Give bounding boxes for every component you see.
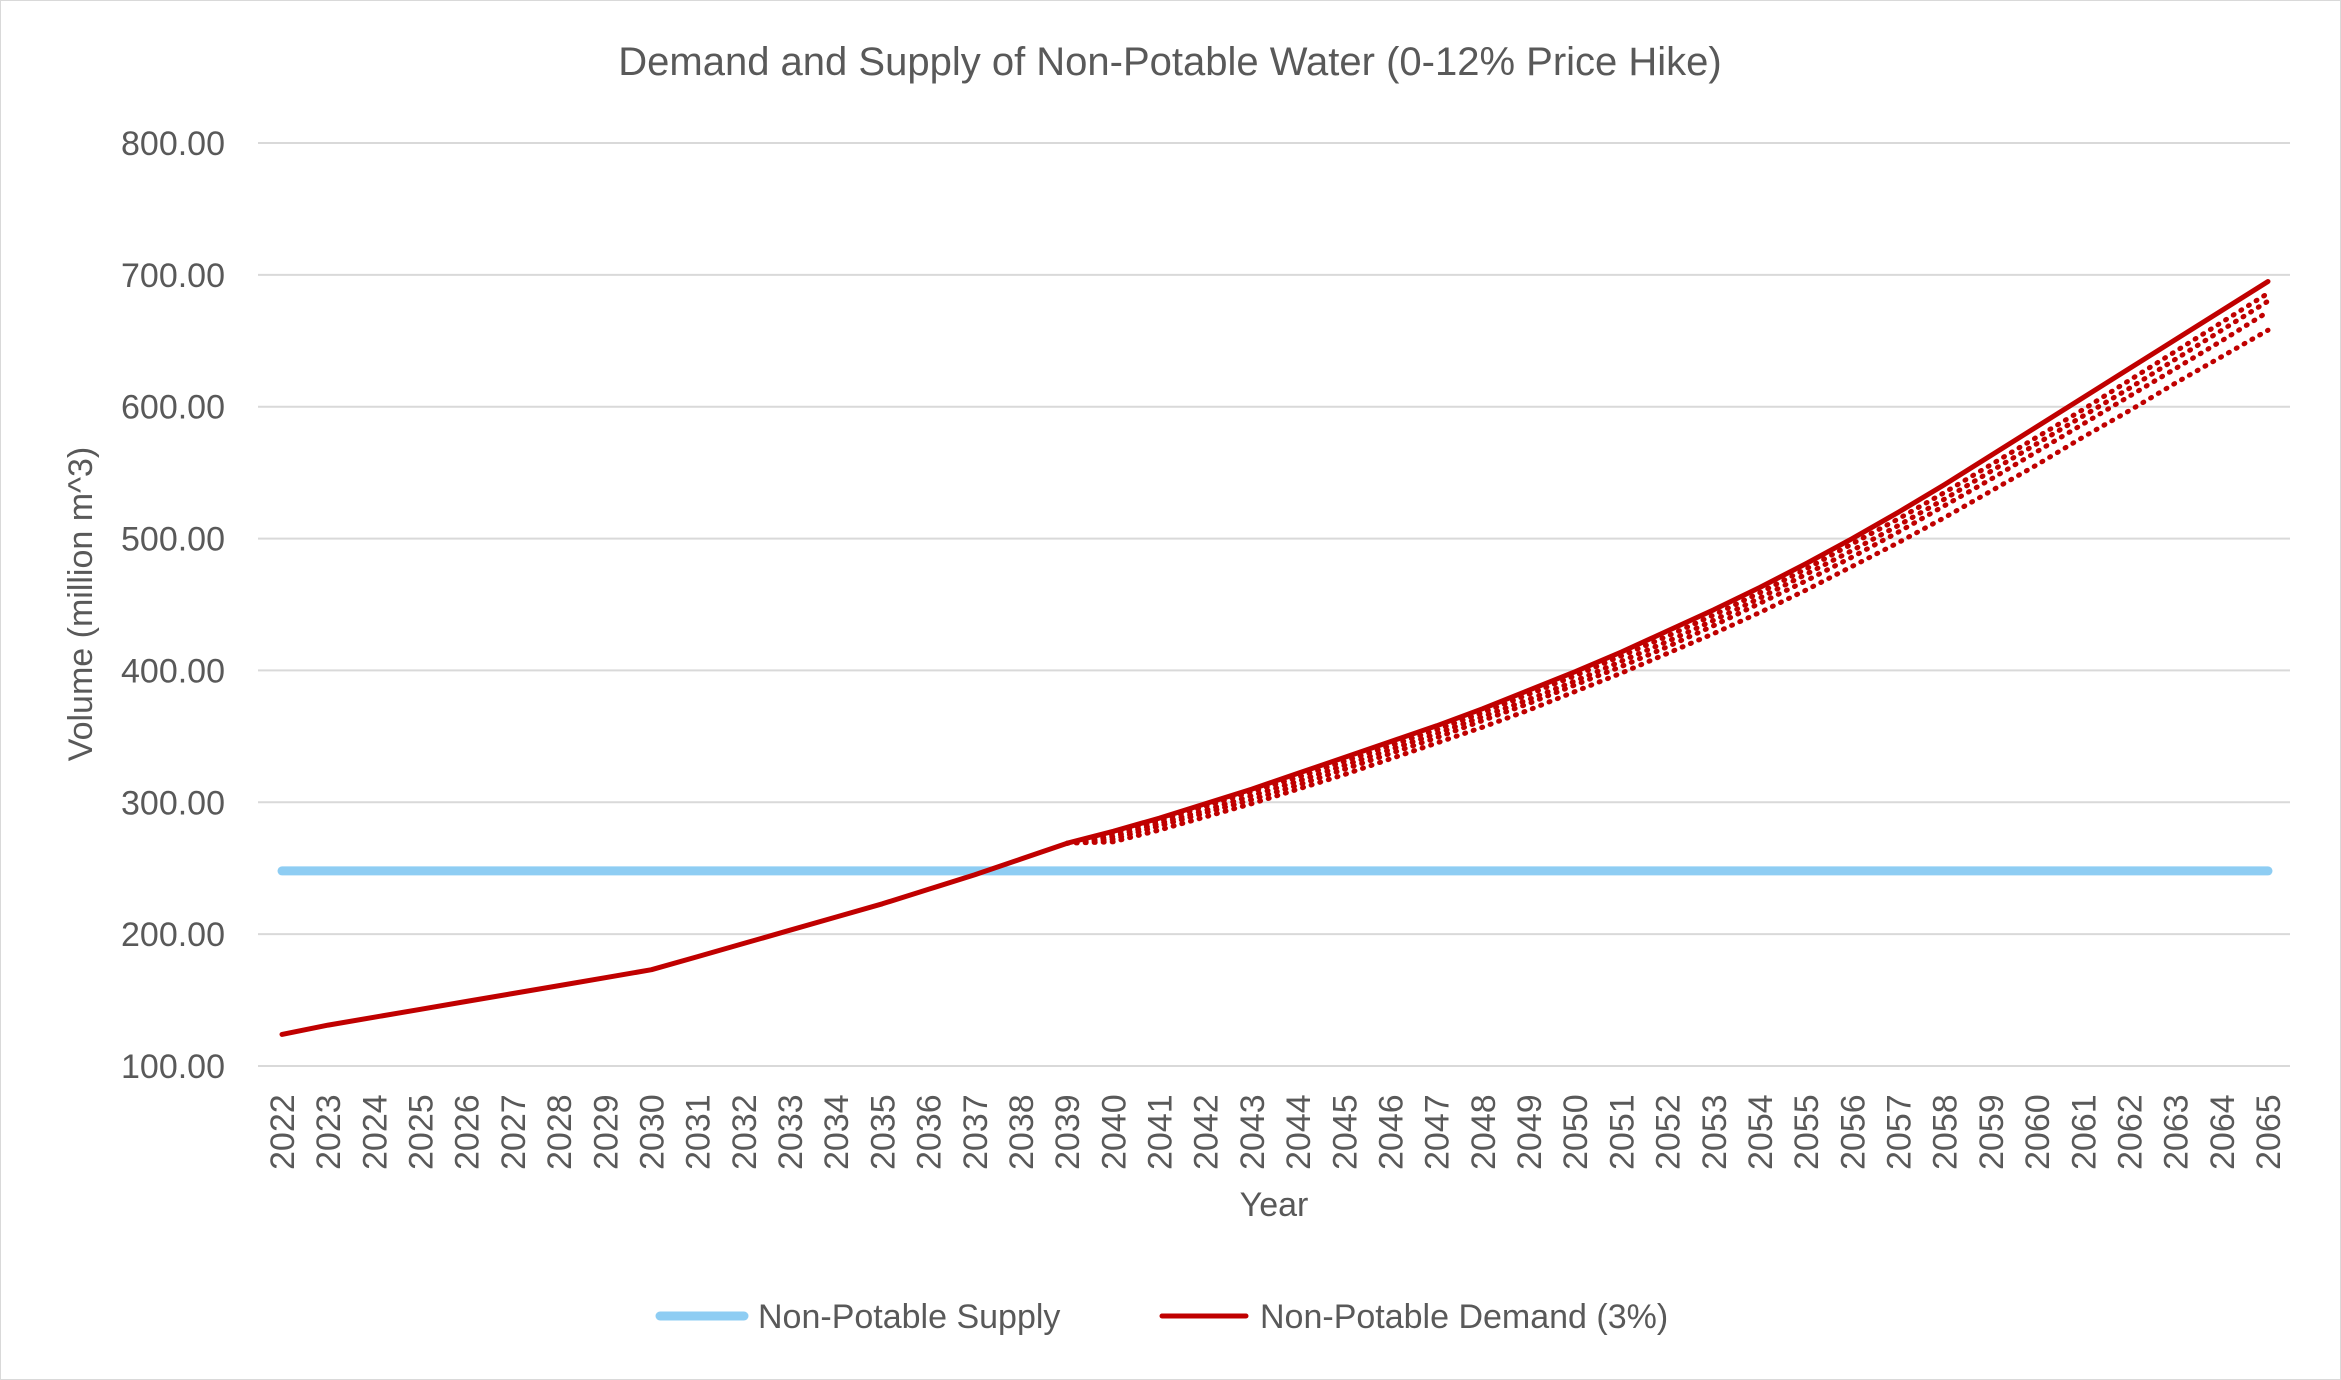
x-tick-label: 2043 (1234, 1094, 1272, 1170)
x-tick-label: 2048 (1465, 1094, 1503, 1170)
x-tick-label: 2062 (2111, 1094, 2149, 1170)
x-tick-label: 2051 (1603, 1094, 1641, 1170)
y-axis-title: Volume (million m^3) (62, 447, 100, 761)
x-tick-label: 2045 (1326, 1094, 1364, 1170)
x-axis-title: Year (1240, 1186, 1309, 1224)
legend: Non-Potable Supply Non-Potable Demand (3%… (655, 1298, 1668, 1336)
x-tick-label: 2064 (2204, 1094, 2242, 1170)
y-tick-label: 600.00 (121, 389, 225, 427)
x-tick-label: 2063 (2158, 1094, 2196, 1170)
x-tick-label: 2039 (1049, 1094, 1087, 1170)
x-tick-label: 2042 (1188, 1094, 1226, 1170)
x-tick-label: 2032 (726, 1094, 764, 1170)
x-tick-label: 2065 (2250, 1094, 2288, 1170)
chart-title: Demand and Supply of Non-Potable Water (… (618, 40, 1721, 84)
x-tick-label: 2024 (356, 1094, 394, 1170)
y-tick-label: 500.00 (121, 521, 225, 559)
y-tick-label: 800.00 (121, 125, 225, 163)
x-tick-label: 2056 (1834, 1094, 1872, 1170)
x-tick-label: 2058 (1927, 1094, 1965, 1170)
demand-scenario-line (1064, 327, 2271, 846)
demand-scenario-line (1064, 290, 2271, 846)
demand-scenario-line (1064, 298, 2271, 846)
x-tick-label: 2035 (864, 1094, 902, 1170)
x-tick-label: 2038 (1003, 1094, 1041, 1170)
x-tick-label: 2059 (1973, 1094, 2011, 1170)
x-tick-label: 2054 (1742, 1094, 1780, 1170)
x-tick-label: 2044 (1280, 1094, 1318, 1170)
x-axis-ticks: 2022 2023 2024 2025 2026 2027 2028 2029 2030 2031… (264, 1094, 2288, 1170)
demand-scenario-line (1064, 309, 2271, 846)
x-tick-label: 2049 (1511, 1094, 1549, 1170)
legend-label: Non-Potable Demand (3%) (1260, 1298, 1668, 1336)
x-tick-label: 2052 (1650, 1094, 1688, 1170)
y-tick-label: 100.00 (121, 1048, 225, 1086)
x-tick-label: 2025 (403, 1094, 441, 1170)
x-tick-label: 2028 (541, 1094, 579, 1170)
x-tick-label: 2034 (818, 1094, 856, 1170)
y-axis-ticks: 100.00 200.00 300.00 400.00 500.00 600.00 700.… (121, 125, 225, 1086)
demand-line (279, 279, 2271, 1037)
x-tick-label: 2060 (2019, 1094, 2057, 1170)
series-lines (277, 279, 2273, 1037)
x-tick-label: 2029 (587, 1094, 625, 1170)
x-tick-label: 2033 (772, 1094, 810, 1170)
x-tick-label: 2037 (957, 1094, 995, 1170)
y-tick-label: 300.00 (121, 784, 225, 822)
x-tick-label: 2031 (680, 1094, 718, 1170)
x-tick-label: 2041 (1142, 1094, 1180, 1170)
x-tick-label: 2046 (1372, 1094, 1410, 1170)
x-tick-label: 2027 (495, 1094, 533, 1170)
y-tick-label: 200.00 (121, 916, 225, 954)
x-tick-label: 2026 (449, 1094, 487, 1170)
x-tick-label: 2053 (1696, 1094, 1734, 1170)
x-tick-label: 2055 (1788, 1094, 1826, 1170)
x-tick-label: 2050 (1557, 1094, 1595, 1170)
x-tick-label: 2040 (1095, 1094, 1133, 1170)
x-tick-label: 2030 (633, 1094, 671, 1170)
legend-label: Non-Potable Supply (758, 1298, 1060, 1336)
y-tick-label: 700.00 (121, 257, 225, 295)
x-tick-label: 2057 (1881, 1094, 1919, 1170)
x-tick-label: 2022 (264, 1094, 302, 1170)
x-tick-label: 2023 (310, 1094, 348, 1170)
y-tick-label: 400.00 (121, 652, 225, 690)
x-tick-label: 2061 (2065, 1094, 2103, 1170)
x-tick-label: 2036 (911, 1094, 949, 1170)
x-tick-label: 2047 (1419, 1094, 1457, 1170)
gridlines (258, 142, 2290, 1067)
